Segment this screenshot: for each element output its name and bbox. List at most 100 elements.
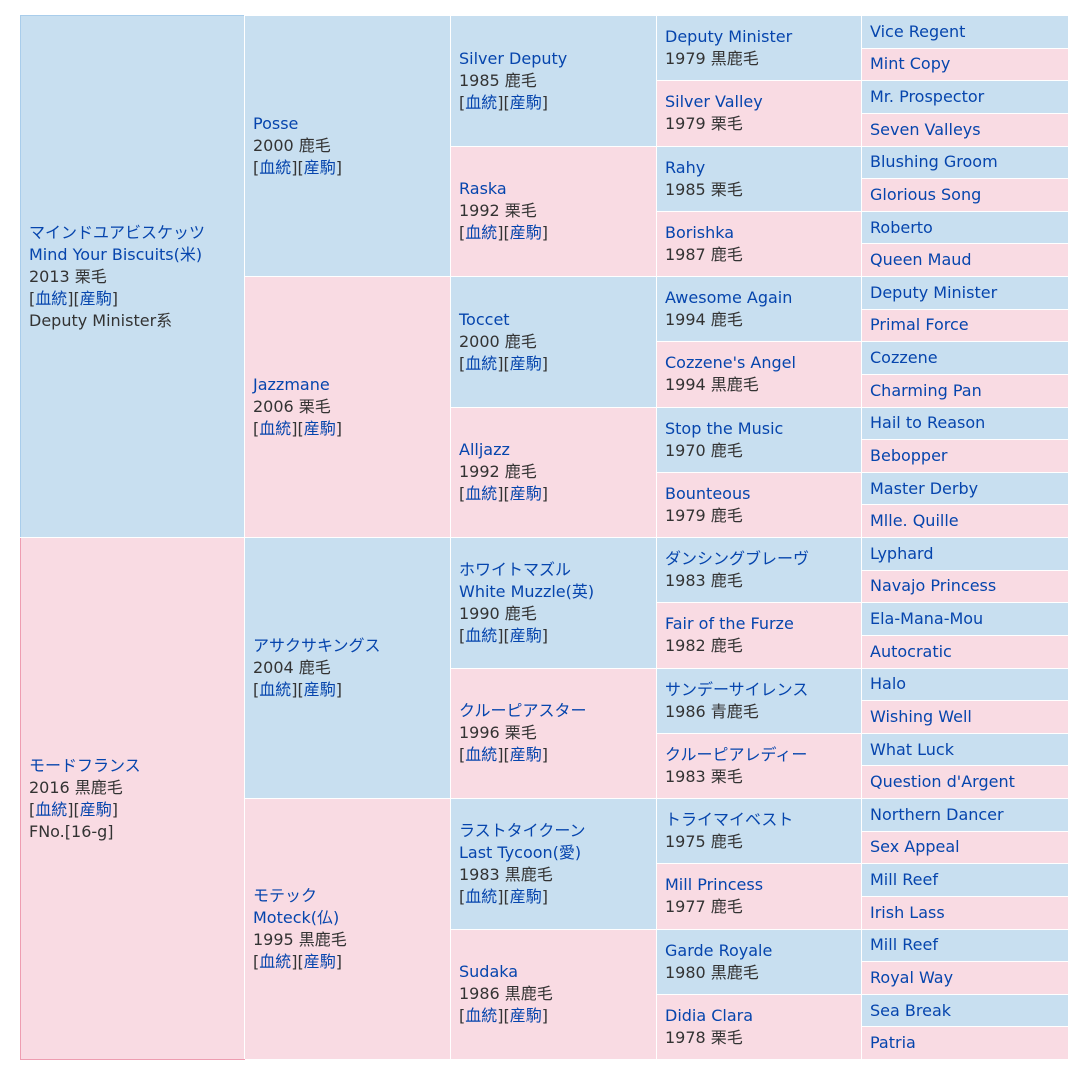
horse-name-en-link[interactable]: Moteck(仏) xyxy=(253,908,340,927)
bloodline-link[interactable]: 血統 xyxy=(465,223,498,243)
horse-name-link[interactable]: Garde Royale xyxy=(665,940,773,960)
bloodline-link[interactable]: 血統 xyxy=(35,288,68,308)
pedigree-row: Sudaka 1986 黒鹿毛 [血統][産駒] Garde Royale 1980 黒… xyxy=(21,928,1069,1060)
progeny-link[interactable]: 産駒 xyxy=(509,886,542,906)
ancestor-name-link[interactable]: Ela-Mana-Mou xyxy=(870,609,984,629)
ancestor-name-link[interactable]: Master Derby xyxy=(870,478,979,498)
ancestor-name-link[interactable]: Mlle. Quille xyxy=(870,511,959,531)
horse-name-link[interactable]: クルーピアレディー xyxy=(665,744,808,764)
horse-name-jp-link[interactable]: モテック xyxy=(253,886,318,905)
horse-name-link[interactable]: トライマイベスト xyxy=(665,810,794,830)
horse-name-link[interactable]: クルーピアスター xyxy=(459,701,587,721)
ancestor-name-link[interactable]: Vice Regent xyxy=(870,21,966,41)
ancestor-name-link[interactable]: Blushing Groom xyxy=(870,152,998,172)
progeny-link[interactable]: 産駒 xyxy=(509,223,542,243)
ancestor-name-link[interactable]: Glorious Song xyxy=(870,184,982,204)
horse-name-en-link[interactable]: White Muzzle(英) xyxy=(459,581,595,601)
horse-info: 1992 鹿毛 xyxy=(459,462,537,482)
horse-name-link[interactable]: Fair of the Furze xyxy=(665,614,794,634)
ancestor-name-link[interactable]: Mint Copy xyxy=(870,54,951,74)
progeny-link[interactable]: 産駒 xyxy=(509,745,542,765)
progeny-link[interactable]: 産駒 xyxy=(509,625,542,645)
horse-name-link[interactable]: Posse xyxy=(253,114,299,133)
horse-name-link[interactable]: ダンシングブレーヴ xyxy=(665,549,810,569)
horse-name-link[interactable]: サンデーサイレンス xyxy=(665,679,809,699)
ancestor-name-link[interactable]: Hail to Reason xyxy=(870,413,986,433)
ancestor-name-link[interactable]: Northern Dancer xyxy=(870,804,1004,824)
ancestor-name-link[interactable]: Question d'Argent xyxy=(870,772,1015,792)
ancestor-name-link[interactable]: Mr. Prospector xyxy=(870,87,985,107)
ancestor-name-link[interactable]: Halo xyxy=(870,674,907,694)
pedigree-cell: Raska 1992 栗毛 [血統][産駒] xyxy=(450,145,657,277)
ancestor-name-link[interactable]: Royal Way xyxy=(870,967,954,987)
horse-name-link[interactable]: Bounteous xyxy=(665,483,751,503)
horse-name-link[interactable]: アサクサキングス xyxy=(253,636,381,655)
ancestor-name-link[interactable]: Bebopper xyxy=(870,445,948,465)
bloodline-link[interactable]: 血統 xyxy=(259,419,292,438)
ancestor-name-link[interactable]: What Luck xyxy=(870,739,954,759)
horse-name-link[interactable]: Silver Deputy xyxy=(459,48,568,68)
horse-name-link[interactable]: Borishka xyxy=(665,222,735,242)
ancestor-name-link[interactable]: Deputy Minister xyxy=(870,282,998,302)
horse-name-link[interactable]: Silver Valley xyxy=(665,92,763,112)
horse-name-link[interactable]: Sudaka xyxy=(459,962,519,982)
progeny-link[interactable]: 産駒 xyxy=(303,419,336,438)
bloodline-link[interactable]: 血統 xyxy=(259,952,292,971)
horse-name-link[interactable]: モードフランス xyxy=(29,755,141,775)
ancestor-name-link[interactable]: Sea Break xyxy=(870,1000,952,1020)
horse-name-link[interactable]: Toccet xyxy=(459,309,510,329)
bloodline-link[interactable]: 血統 xyxy=(465,484,498,504)
bloodline-link[interactable]: 血統 xyxy=(465,1006,498,1026)
ancestor-name-link[interactable]: Lyphard xyxy=(870,543,934,563)
horse-name-link[interactable]: Rahy xyxy=(665,157,706,177)
horse-name-jp-link[interactable]: マインドユアビスケッツ xyxy=(29,222,206,242)
progeny-link[interactable]: 産駒 xyxy=(303,680,336,699)
ancestor-name-link[interactable]: Cozzene xyxy=(870,348,938,368)
progeny-link[interactable]: 産駒 xyxy=(79,799,112,819)
horse-name-link[interactable]: Didia Clara xyxy=(665,1005,754,1025)
horse-name-jp-link[interactable]: ホワイトマズル xyxy=(459,559,572,579)
pedigree-row: Patria xyxy=(21,1026,1069,1060)
horse-name-link[interactable]: Jazzmane xyxy=(253,375,330,394)
progeny-link[interactable]: 産駒 xyxy=(303,952,336,971)
horse-name-link[interactable]: Raska xyxy=(459,179,507,199)
ancestor-cell: Autocratic xyxy=(861,634,1069,669)
horse-name-en-link[interactable]: Mind Your Biscuits(米) xyxy=(29,244,203,264)
progeny-link[interactable]: 産駒 xyxy=(509,484,542,504)
ancestor-name-link[interactable]: Seven Valleys xyxy=(870,119,981,139)
ancestor-name-link[interactable]: Wishing Well xyxy=(870,706,972,726)
progeny-link[interactable]: 産駒 xyxy=(509,92,542,112)
bloodline-link[interactable]: 血統 xyxy=(465,745,498,765)
horse-name-link[interactable]: Stop the Music xyxy=(665,418,784,438)
ancestor-name-link[interactable]: Autocratic xyxy=(870,641,952,661)
bloodline-link[interactable]: 血統 xyxy=(35,799,68,819)
bloodline-link[interactable]: 血統 xyxy=(465,625,498,645)
horse-name-link[interactable]: Cozzene's Angel xyxy=(665,353,796,373)
bloodline-link[interactable]: 血統 xyxy=(259,158,292,177)
ancestor-name-link[interactable]: Navajo Princess xyxy=(870,576,997,596)
ancestor-name-link[interactable]: Sex Appeal xyxy=(870,837,960,857)
ancestor-name-link[interactable]: Roberto xyxy=(870,217,933,237)
bloodline-link[interactable]: 血統 xyxy=(465,353,498,373)
progeny-link[interactable]: 産駒 xyxy=(303,158,336,177)
horse-name-link[interactable]: Mill Princess xyxy=(665,875,764,895)
horse-name-link[interactable]: Alljazz xyxy=(459,440,510,460)
bloodline-link[interactable]: 血統 xyxy=(259,680,292,699)
horse-name-en-link[interactable]: Last Tycoon(愛) xyxy=(459,842,582,862)
ancestor-name-link[interactable]: Irish Lass xyxy=(870,902,945,922)
bloodline-link[interactable]: 血統 xyxy=(465,92,498,112)
bloodline-link[interactable]: 血統 xyxy=(465,886,498,906)
ancestor-name-link[interactable]: Charming Pan xyxy=(870,380,982,400)
ancestor-name-link[interactable]: Primal Force xyxy=(870,315,969,335)
ancestor-name-link[interactable]: Mill Reef xyxy=(870,935,938,955)
horse-name-jp-link[interactable]: ラストタイクーン xyxy=(459,820,586,840)
horse-name-link[interactable]: Awesome Again xyxy=(665,288,793,308)
progeny-link[interactable]: 産駒 xyxy=(79,288,112,308)
progeny-link[interactable]: 産駒 xyxy=(509,1006,542,1026)
ancestor-name-link[interactable]: Patria xyxy=(870,1033,916,1053)
ancestor-name-link[interactable]: Queen Maud xyxy=(870,250,972,270)
progeny-link[interactable]: 産駒 xyxy=(509,353,542,373)
ancestor-cell: Sea Break xyxy=(861,993,1069,1028)
ancestor-name-link[interactable]: Mill Reef xyxy=(870,870,938,890)
horse-name-link[interactable]: Deputy Minister xyxy=(665,27,793,47)
